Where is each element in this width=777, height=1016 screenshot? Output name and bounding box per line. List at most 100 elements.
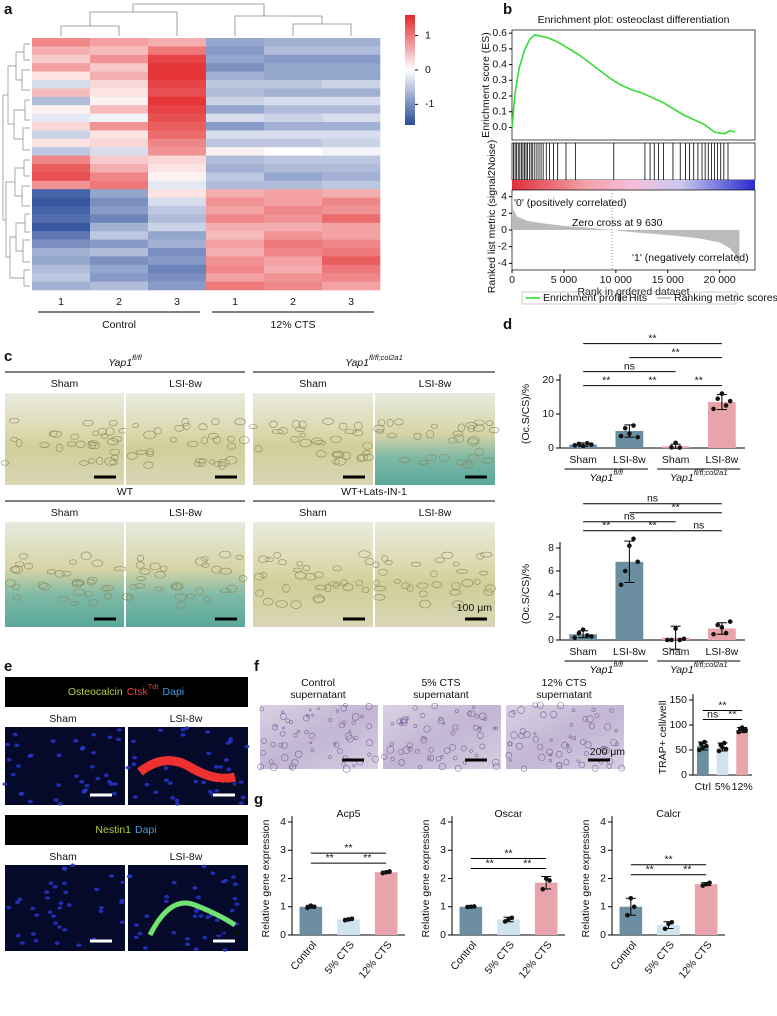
chondrocyte [146, 448, 155, 455]
significance-label: ns [707, 708, 718, 720]
cell [338, 722, 345, 729]
significance-label: ** [326, 852, 334, 864]
bar [534, 882, 558, 935]
heatmap-cell [90, 122, 149, 131]
chondrocyte [108, 420, 118, 427]
heatmap-cell [32, 63, 91, 72]
heatmap-cell [206, 38, 265, 47]
bar [694, 884, 718, 935]
chondrocyte [105, 427, 115, 436]
heatmap-cell [32, 214, 91, 224]
chondrocyte [372, 561, 380, 569]
nucleus [174, 802, 180, 806]
group-label-text: WT+Lats-IN-1 [341, 486, 407, 498]
group-label-text: Yap1 [590, 664, 614, 676]
chondrocyte [58, 596, 69, 602]
heatmap-cell [322, 256, 381, 266]
chondrocyte [362, 441, 373, 450]
nucleus [62, 867, 68, 871]
heatmap-cell [90, 281, 149, 291]
chondrocyte [71, 579, 83, 588]
data-point [702, 739, 707, 745]
heatmap-cell [206, 147, 265, 156]
heatmap-cell [90, 172, 149, 182]
legend-label: Hits [629, 292, 647, 304]
cell [610, 739, 618, 747]
chondrocyte [315, 584, 328, 591]
panel-label: e [4, 658, 12, 675]
data-point [631, 904, 637, 910]
condition-label: Sham [49, 851, 77, 863]
y-tick-label: 2 [280, 872, 286, 884]
cell [294, 750, 303, 759]
chondrocyte [171, 582, 184, 591]
group-label: Yap1fl/fl;col2a1 [670, 660, 728, 675]
chondrocyte [355, 579, 364, 586]
chondrocyte [139, 568, 151, 575]
y-tick-label: 1 [440, 901, 446, 913]
cell [469, 749, 473, 753]
nucleus [79, 747, 85, 751]
nucleus [84, 783, 90, 788]
nucleus [28, 753, 34, 758]
heatmap-cell [90, 222, 149, 232]
column-label: 1 [58, 296, 64, 308]
heatmap-cell [206, 71, 265, 81]
heatmap-cell [32, 80, 91, 89]
data-point [720, 745, 725, 750]
x-tick-label: Ctrl [695, 781, 711, 793]
heatmap-cell [90, 113, 149, 123]
cell [417, 765, 423, 770]
x-tick-label: 12% CTS [677, 939, 715, 981]
panel-label: f [254, 658, 260, 675]
significance-label: ns [647, 493, 658, 505]
cell [576, 759, 580, 763]
nucleus [98, 909, 104, 914]
nucleus [53, 798, 59, 802]
chondrocyte [486, 420, 494, 427]
cell [260, 749, 267, 756]
cell [549, 738, 553, 742]
chondrocyte [290, 600, 302, 609]
image-title: supernatant [290, 689, 346, 701]
chondrocyte [255, 589, 265, 597]
heatmap-cell [322, 155, 381, 165]
nucleus [192, 886, 198, 890]
data-point [627, 543, 632, 548]
y-tick-label: -4 [498, 257, 507, 269]
cell [278, 742, 284, 748]
chondrocyte [273, 551, 281, 559]
column-label: 2 [290, 296, 296, 308]
significance-label: ** [683, 864, 691, 876]
heatmap-cell [264, 264, 323, 274]
cell [517, 706, 525, 714]
column-label: 2 [116, 296, 122, 308]
data-point [716, 748, 722, 754]
data-point [673, 626, 678, 631]
nucleus [50, 914, 56, 918]
cell [342, 765, 351, 773]
image-title: Control [301, 677, 335, 689]
heatmap-cell [90, 54, 149, 64]
stain-name: Osteocalcin [68, 686, 123, 698]
cell [328, 755, 332, 759]
cell [478, 712, 487, 720]
nucleus [91, 732, 97, 737]
heatmap-cell [32, 197, 91, 207]
chondrocyte [357, 453, 369, 462]
nucleus [205, 730, 211, 735]
chondrocyte [169, 436, 177, 443]
cell [556, 761, 563, 768]
chondrocyte [451, 581, 461, 590]
x-tick-label: 5 000 [551, 274, 577, 286]
cell [296, 729, 300, 734]
heatmap-cell [322, 71, 381, 81]
chondrocyte [153, 427, 162, 435]
nucleus [170, 795, 176, 800]
x-tick-label: Control [448, 939, 479, 973]
data-point [572, 442, 578, 448]
nucleus [193, 947, 199, 952]
chondrocyte [23, 563, 34, 570]
chondrocyte [299, 438, 312, 448]
heatmap-cell [90, 256, 149, 266]
